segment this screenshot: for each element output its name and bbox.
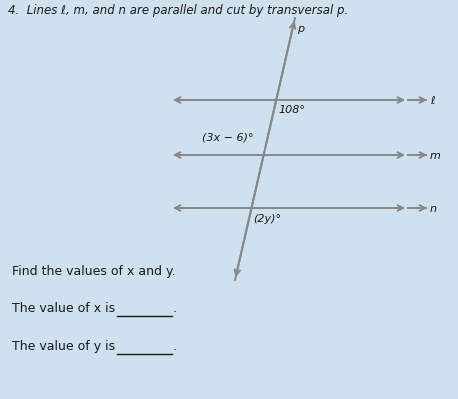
Text: (2y)°: (2y)° [253,214,282,224]
Text: p: p [297,24,304,34]
Text: ℓ: ℓ [430,96,435,106]
Text: .: . [173,340,177,353]
Text: Find the values of x and y.: Find the values of x and y. [12,265,175,278]
Text: The value of x is: The value of x is [12,302,119,315]
Text: (3x − 6)°: (3x − 6)° [202,133,253,143]
Text: n: n [430,204,437,214]
Text: .: . [173,302,177,315]
Text: 4.  Lines ℓ, m, and n are parallel and cut by transversal p.: 4. Lines ℓ, m, and n are parallel and cu… [8,4,348,17]
Text: m: m [430,151,441,161]
Text: The value of y is: The value of y is [12,340,119,353]
Text: 108°: 108° [278,105,305,115]
